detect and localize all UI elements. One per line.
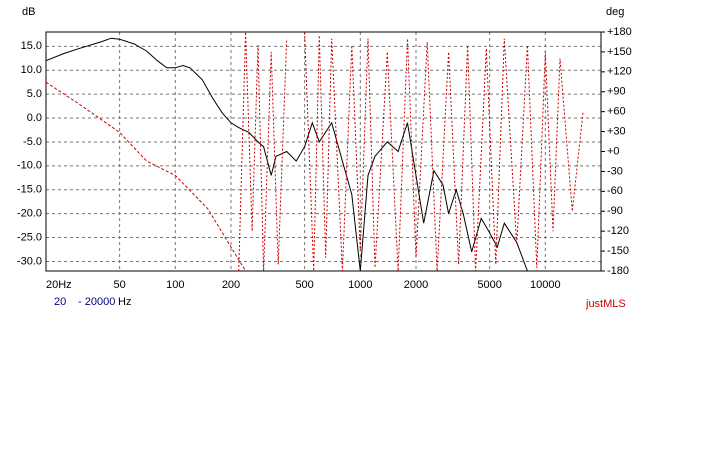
x-tick-label: 20Hz bbox=[46, 279, 72, 291]
x-tick-label: 100 bbox=[166, 279, 184, 291]
y2-tick-label: -30 bbox=[607, 165, 623, 177]
x-tick-label: 1000 bbox=[348, 279, 372, 291]
y-tick-label: -15.0 bbox=[17, 184, 42, 196]
y2-tick-label: +180 bbox=[607, 26, 632, 38]
y2-tick-label: +120 bbox=[607, 66, 632, 78]
range-from: 20 bbox=[54, 296, 66, 308]
y2-tick-label: -180 bbox=[607, 265, 629, 277]
y-tick-label: -10.0 bbox=[17, 160, 42, 172]
y-tick-label: 15.0 bbox=[21, 40, 42, 52]
series-line bbox=[46, 81, 247, 271]
y2-tick-label: +90 bbox=[607, 86, 626, 98]
x-tick-label: 5000 bbox=[477, 279, 501, 291]
y-axis-label: dB bbox=[22, 6, 35, 18]
y2-tick-label: +150 bbox=[607, 46, 632, 58]
y2-tick-label: +30 bbox=[607, 125, 626, 137]
x-tick-label: 50 bbox=[113, 279, 125, 291]
range-to: - 20000 bbox=[78, 296, 115, 308]
range-unit: Hz bbox=[118, 296, 131, 308]
y2-tick-label: -150 bbox=[607, 245, 629, 257]
y2-tick-label: -60 bbox=[607, 185, 623, 197]
x-tick-label: 2000 bbox=[404, 279, 428, 291]
y2-tick-label: +0 bbox=[607, 145, 620, 157]
plot-frame bbox=[45, 31, 602, 272]
y-tick-label: -25.0 bbox=[17, 231, 42, 243]
y2-tick-label: -120 bbox=[607, 225, 629, 237]
y-tick-label: -20.0 bbox=[17, 208, 42, 220]
brand: justMLS bbox=[585, 298, 626, 310]
series-line bbox=[238, 32, 584, 271]
y-tick-label: -30.0 bbox=[17, 255, 42, 267]
y2-tick-label: +60 bbox=[607, 106, 626, 118]
y2-axis-label: deg bbox=[606, 6, 624, 18]
x-tick-label: 200 bbox=[222, 279, 240, 291]
series-line bbox=[46, 37, 528, 271]
plot-area bbox=[46, 32, 584, 271]
y-tick-label: 5.0 bbox=[27, 88, 42, 100]
x-tick-label: 10000 bbox=[530, 279, 561, 291]
y-tick-label: 0.0 bbox=[27, 112, 42, 124]
y-tick-label: -5.0 bbox=[23, 136, 42, 148]
y2-tick-label: -90 bbox=[607, 205, 623, 217]
x-tick-label: 500 bbox=[295, 279, 313, 291]
y-tick-label: 10.0 bbox=[21, 64, 42, 76]
